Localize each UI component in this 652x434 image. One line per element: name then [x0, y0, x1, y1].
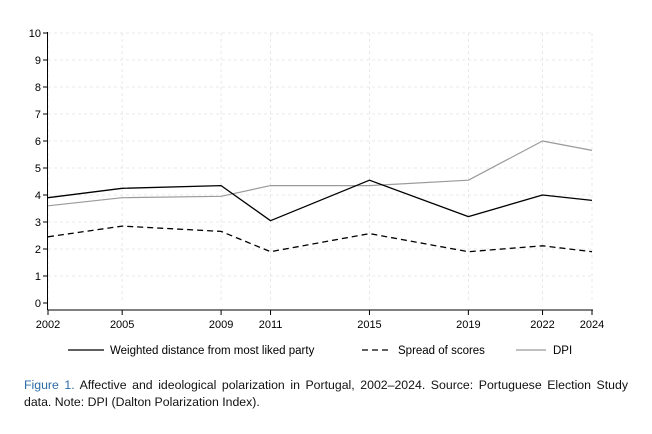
y-tick-label: 3 [35, 217, 41, 229]
caption-text: Affective and ideological polarization i… [24, 378, 628, 409]
x-tick-label: 2009 [209, 319, 233, 331]
x-tick-label: 2024 [580, 319, 604, 331]
y-tick-label: 2 [35, 244, 41, 256]
figure-caption: Figure 1. Affective and ideological pola… [24, 377, 628, 411]
polarization-line-chart: 0 1 2 3 4 5 6 7 8 9 10 2002 2005 2009 2011 2015 2019 2022… [29, 28, 604, 357]
x-tick-label: 2022 [530, 319, 554, 331]
legend-label: DPI [553, 345, 572, 357]
y-tick-label: 10 [29, 28, 41, 40]
y-tick-label: 5 [35, 163, 41, 175]
x-tick-label: 2011 [259, 319, 283, 331]
y-tick-label: 0 [35, 298, 41, 310]
axes: 0 1 2 3 4 5 6 7 8 9 10 2002 2005 2009 2011 2015 2019 2022… [29, 28, 604, 331]
x-tick-label: 2005 [110, 319, 134, 331]
x-tick-label: 2019 [456, 319, 480, 331]
series-line-dpi [47, 140, 593, 207]
y-tick-label: 6 [35, 136, 41, 148]
legend: Weighted distance from most liked party S… [68, 345, 572, 357]
grid-lines [47, 32, 593, 303]
legend-label: Weighted distance from most liked party [110, 345, 315, 357]
legend-label: Spread of scores [398, 345, 485, 357]
series-line-spread-of-scores [47, 225, 593, 253]
y-tick-label: 9 [35, 55, 41, 67]
y-tick-label: 1 [35, 271, 41, 283]
y-tick-label: 8 [35, 82, 41, 94]
y-tick-label: 7 [35, 109, 41, 121]
x-tick-label: 2015 [357, 319, 381, 331]
series-line-weighted-distance [47, 179, 593, 222]
series-lines [47, 140, 593, 253]
y-tick-label: 4 [35, 190, 41, 202]
x-tick-label: 2002 [36, 319, 60, 331]
figure-label: Figure 1. [24, 378, 75, 392]
